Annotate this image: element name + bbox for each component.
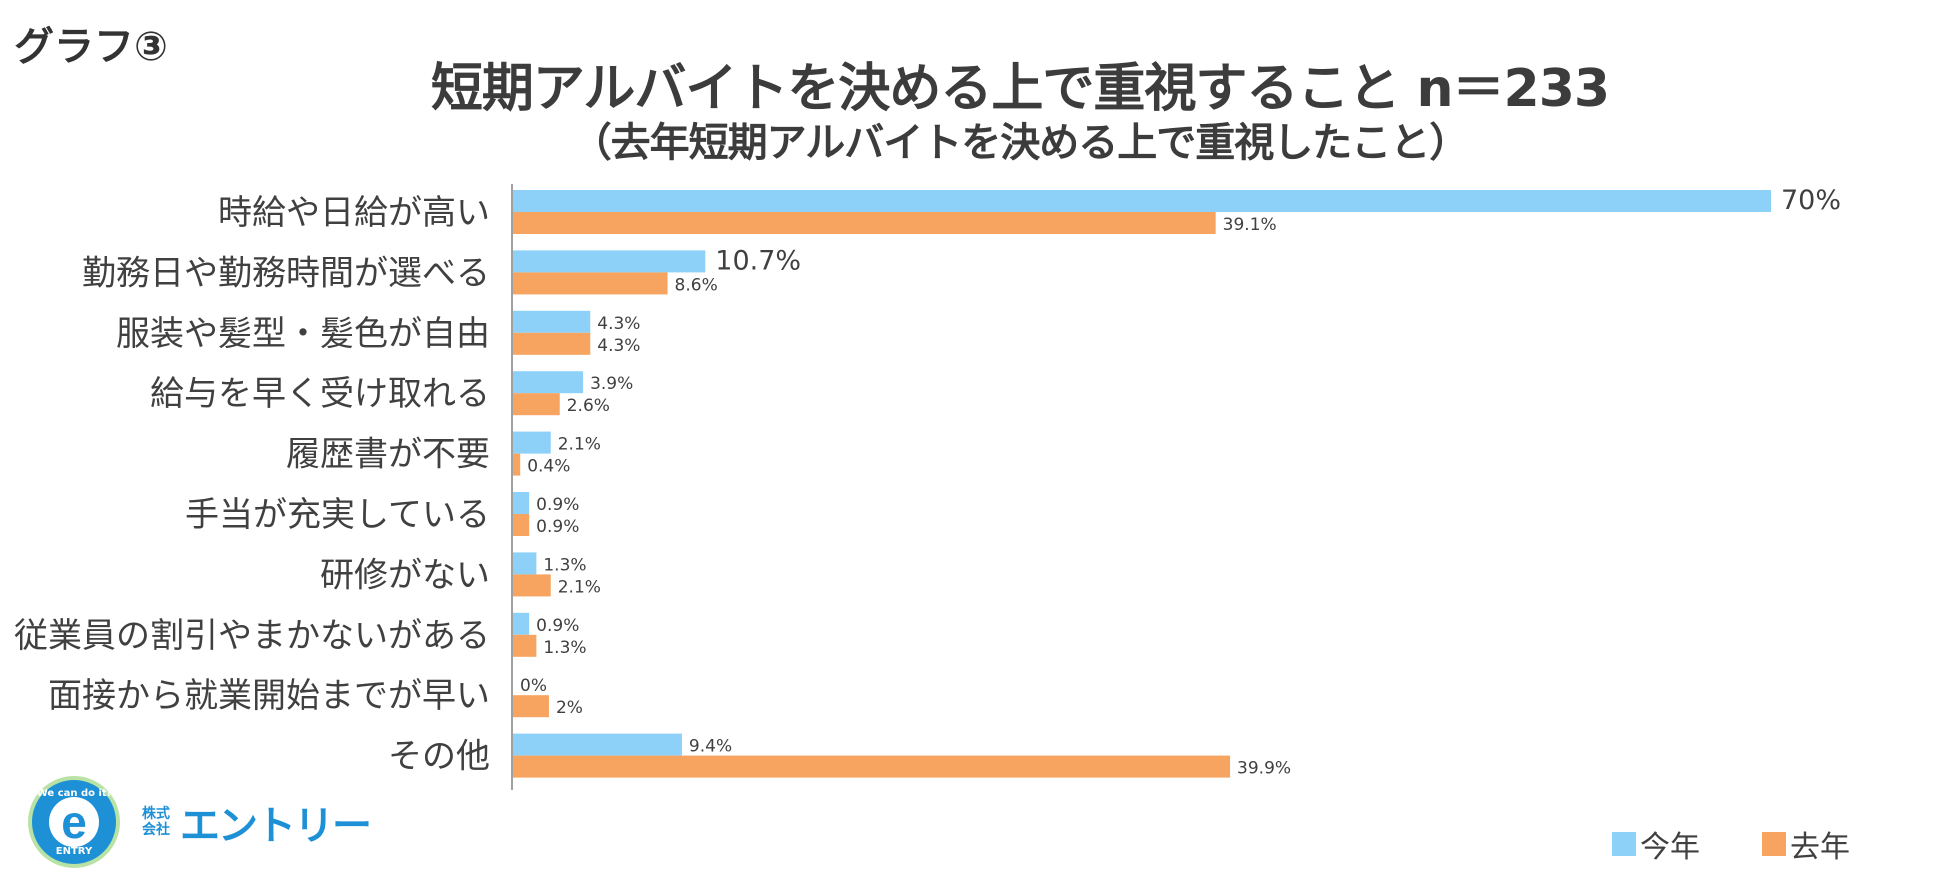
bar-this-year bbox=[513, 250, 706, 273]
data-label-last-year: 39.1% bbox=[1223, 215, 1277, 235]
bar-this-year bbox=[513, 190, 1771, 212]
bar-last-year bbox=[513, 212, 1216, 234]
bar-last-year bbox=[513, 453, 521, 476]
data-label-this-year: 1.3% bbox=[543, 555, 586, 575]
bar-last-year bbox=[513, 332, 591, 355]
data-label-last-year: 2.6% bbox=[567, 396, 610, 416]
category-label: 従業員の割引やまかないがある bbox=[14, 616, 490, 656]
bar-this-year bbox=[513, 431, 551, 454]
logo-letter: e bbox=[49, 797, 99, 847]
legend-label-last-year: 去年 bbox=[1790, 830, 1850, 865]
data-label-this-year: 3.9% bbox=[590, 374, 633, 394]
bar-last-year bbox=[513, 393, 560, 416]
data-label-this-year: 0.9% bbox=[536, 616, 579, 636]
bar-last-year bbox=[513, 755, 1231, 778]
logo-badge-text: ENTRY bbox=[55, 846, 93, 857]
data-label-this-year: 0% bbox=[520, 676, 547, 696]
legend-swatch-last-year bbox=[1762, 832, 1786, 856]
data-label-this-year: 10.7% bbox=[715, 245, 801, 276]
bar-last-year bbox=[513, 695, 549, 718]
category-label: その他 bbox=[388, 737, 490, 777]
chart-legend: 今年 去年 bbox=[1612, 822, 1912, 866]
legend-label-this-year: 今年 bbox=[1640, 830, 1700, 865]
data-label-this-year: 0.9% bbox=[536, 495, 579, 515]
data-label-last-year: 8.6% bbox=[675, 275, 718, 295]
logo-company-name: エントリー bbox=[180, 803, 372, 849]
category-label: 時給や日給が高い bbox=[218, 193, 490, 233]
bar-last-year bbox=[513, 574, 551, 597]
legend-item-last-year: 去年 bbox=[1762, 822, 1850, 866]
bar-this-year bbox=[513, 733, 682, 756]
bar-this-year bbox=[513, 552, 537, 575]
data-label-this-year: 9.4% bbox=[689, 737, 732, 757]
data-label-last-year: 0.4% bbox=[527, 457, 570, 477]
data-label-this-year: 4.3% bbox=[597, 314, 640, 334]
data-label-last-year: 39.9% bbox=[1237, 759, 1291, 779]
data-label-this-year: 70% bbox=[1781, 185, 1841, 216]
bar-this-year bbox=[513, 492, 530, 514]
category-label: 服装や髪型・髪色が自由 bbox=[116, 314, 490, 354]
bar-last-year bbox=[513, 272, 668, 295]
data-label-this-year: 2.1% bbox=[558, 435, 601, 455]
data-label-last-year: 2% bbox=[556, 698, 583, 718]
logo-slogan: We can do it! bbox=[36, 788, 112, 799]
legend-item-this-year: 今年 bbox=[1612, 822, 1700, 866]
category-label: 手当が充実している bbox=[185, 495, 490, 535]
bar-this-year bbox=[513, 371, 584, 394]
bar-this-year bbox=[513, 612, 530, 635]
legend-swatch-this-year bbox=[1612, 832, 1636, 856]
category-label: 勤務日や勤務時間が選べる bbox=[82, 253, 490, 293]
data-label-last-year: 2.1% bbox=[558, 577, 601, 597]
category-label: 給与を早く受け取れる bbox=[150, 374, 490, 414]
graph-number-label: グラフ③ bbox=[14, 24, 168, 70]
category-label: 面接から就業開始までが早い bbox=[48, 676, 490, 716]
chart-subtitle: （去年短期アルバイトを決める上で重視したこと） bbox=[571, 120, 1470, 166]
data-label-last-year: 4.3% bbox=[597, 336, 640, 356]
bar-last-year bbox=[513, 634, 537, 657]
logo-company-prefix: 株式会社 bbox=[142, 806, 170, 838]
bar-this-year bbox=[513, 310, 591, 333]
data-label-last-year: 0.9% bbox=[536, 517, 579, 537]
category-label: 履歴書が不要 bbox=[286, 435, 490, 475]
data-label-last-year: 1.3% bbox=[543, 638, 586, 658]
logo-badge: We can do it! e ENTRY bbox=[28, 776, 120, 868]
company-logo: We can do it! e ENTRY 株式会社 エントリー bbox=[28, 776, 372, 868]
bar-last-year bbox=[513, 514, 530, 536]
chart-title: 短期アルバイトを決める上で重視すること n＝233 bbox=[430, 59, 1610, 119]
category-label: 研修がない bbox=[320, 555, 490, 595]
